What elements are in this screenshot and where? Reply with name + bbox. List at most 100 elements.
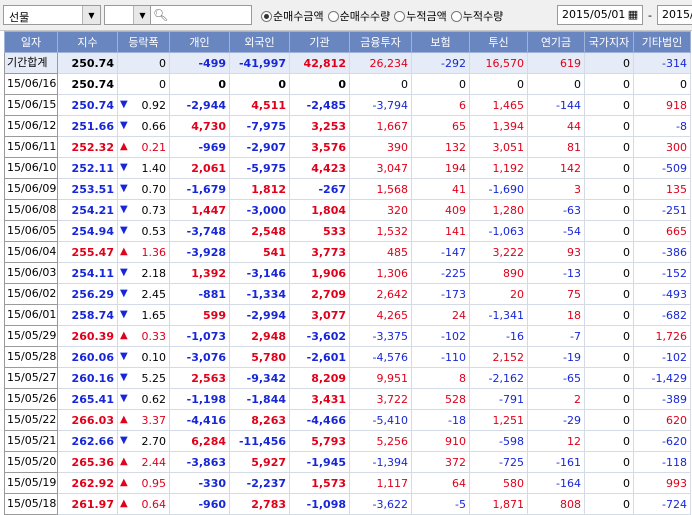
date-from-input[interactable]: 2015/05/01 ▦ xyxy=(557,5,643,25)
table-cell: 4,730 xyxy=(169,115,230,137)
column-header[interactable]: 지수 xyxy=(57,31,118,53)
change-value: 2.70 xyxy=(141,434,167,448)
table-cell: -1,690 xyxy=(469,178,528,200)
table-cell: 0 xyxy=(584,493,634,515)
table-row[interactable]: 15/05/22 266.03 ▲ 3.37 -4,416 8,263 -4,466 -5,4… xyxy=(4,409,691,431)
instrument-select[interactable]: 선물 ▼ xyxy=(3,5,101,25)
table-row[interactable]: 15/06/16 250.74 0 0 0 0 0 0 0 0 0 0 xyxy=(4,73,691,95)
table-cell: 918 xyxy=(633,94,691,116)
date-from-value: 2015/05/01 xyxy=(562,8,626,21)
table-row[interactable]: 15/06/09 253.51 ▼ 0.70 -1,679 1,812 -267 1,568 4… xyxy=(4,178,691,200)
radio-button-icon[interactable] xyxy=(261,10,272,22)
date-cell: 15/06/09 xyxy=(4,178,58,200)
table-row[interactable]: 15/05/18 261.97 ▲ 0.64 -960 2,783 -1,098 -3,622… xyxy=(4,493,691,515)
table-cell: 3,047 xyxy=(349,157,412,179)
radio-option-3[interactable]: 누적수량 xyxy=(450,8,503,24)
table-cell: 0 xyxy=(289,73,350,95)
table-cell: -7,975 xyxy=(229,115,290,137)
change-cell: ▲ 0.21 xyxy=(117,136,170,158)
table-row[interactable]: 15/05/29 260.39 ▲ 0.33 -1,073 2,948 -3,602 -3,3… xyxy=(4,325,691,347)
radio-button-icon[interactable] xyxy=(394,10,406,22)
table-cell: 2,948 xyxy=(229,325,290,347)
table-row[interactable]: 15/06/05 254.94 ▼ 0.53 -3,748 2,548 533 1,532 14… xyxy=(4,220,691,242)
search-input[interactable]: 🔍︎ xyxy=(150,5,252,25)
chevron-down-icon[interactable]: ▼ xyxy=(82,6,100,24)
table-row[interactable]: 15/06/15 250.74 ▼ 0.92 -2,944 4,511 -2,485 -3,7… xyxy=(4,94,691,116)
column-header[interactable]: 연기금 xyxy=(527,31,585,53)
column-header[interactable]: 기타법인 xyxy=(633,31,691,53)
radio-option-1[interactable]: 순매수수량 xyxy=(327,8,390,24)
column-header[interactable]: 외국인 xyxy=(229,31,290,53)
code-select[interactable]: ▼ xyxy=(104,5,152,25)
table-cell: 8 xyxy=(411,367,470,389)
search-icon[interactable]: 🔍︎ xyxy=(153,8,169,22)
table-row[interactable]: 15/05/19 262.92 ▲ 0.95 -330 -2,237 1,573 1,117 6… xyxy=(4,472,691,494)
table-cell: 0 xyxy=(584,220,634,242)
index-cell: 254.21 xyxy=(57,199,118,221)
table-row[interactable]: 15/05/21 262.66 ▼ 2.70 6,284 -11,456 5,793 5,25… xyxy=(4,430,691,452)
table-cell: 0 xyxy=(584,430,634,452)
table-cell: -118 xyxy=(633,451,691,473)
table-cell: 0 xyxy=(584,94,634,116)
change-value: 0.66 xyxy=(141,119,167,133)
table-cell: 0 xyxy=(411,73,470,95)
table-row[interactable]: 15/06/12 251.66 ▼ 0.66 4,730 -7,975 3,253 1,667… xyxy=(4,115,691,137)
table-cell: 0 xyxy=(584,409,634,431)
table-row[interactable]: 15/06/03 254.11 ▼ 2.18 1,392 -3,146 1,906 1,306… xyxy=(4,262,691,284)
table-cell: -1,073 xyxy=(169,325,230,347)
calendar-icon[interactable]: ▦ xyxy=(627,8,639,21)
table-row[interactable]: 15/05/20 265.36 ▲ 2.44 -3,863 5,927 -1,945 -1,3… xyxy=(4,451,691,473)
radio-option-2[interactable]: 누적금액 xyxy=(394,8,447,24)
triangle-down-icon: ▼ xyxy=(120,392,128,404)
radio-button-icon[interactable] xyxy=(327,10,339,22)
total-row[interactable]: 기간합계 250.74 0 -499 -41,997 42,812 26,234 -292 16… xyxy=(4,52,691,74)
table-cell: 0 xyxy=(584,304,634,326)
column-header[interactable]: 보험 xyxy=(411,31,470,53)
index-cell: 252.32 xyxy=(57,136,118,158)
radio-label: 누적금액 xyxy=(406,10,447,23)
table-row[interactable]: 15/05/26 265.41 ▼ 0.62 -1,198 -1,844 3,431 3,72… xyxy=(4,388,691,410)
table-row[interactable]: 15/06/01 258.74 ▼ 1.65 599 -2,994 3,077 4,265 24… xyxy=(4,304,691,326)
table-cell: -29 xyxy=(527,409,585,431)
table-cell: -3,000 xyxy=(229,199,290,221)
change-cell: ▼ 1.40 xyxy=(117,157,170,179)
table-cell: -2,162 xyxy=(469,367,528,389)
table-cell: 3,077 xyxy=(289,304,350,326)
column-header[interactable]: 등락폭 xyxy=(117,31,170,53)
column-header[interactable]: 기관 xyxy=(289,31,350,53)
date-cell: 15/05/22 xyxy=(4,409,58,431)
table-cell: -7 xyxy=(527,325,585,347)
table-row[interactable]: 15/06/04 255.47 ▲ 1.36 -3,928 541 3,773 485 -147… xyxy=(4,241,691,263)
table-cell: 1,251 xyxy=(469,409,528,431)
triangle-down-icon: ▼ xyxy=(120,371,128,383)
table-cell: 142 xyxy=(527,157,585,179)
column-header[interactable]: 국가지자 xyxy=(584,31,634,53)
radio-option-0[interactable]: 순매수금액 xyxy=(261,8,324,24)
table-cell: 5,927 xyxy=(229,451,290,473)
table-cell: -41,997 xyxy=(229,52,290,74)
table-row[interactable]: 15/06/11 252.32 ▲ 0.21 -969 -2,907 3,576 390 132… xyxy=(4,136,691,158)
index-cell: 260.39 xyxy=(57,325,118,347)
table-cell: -724 xyxy=(633,493,691,515)
table-cell: -3,602 xyxy=(289,325,350,347)
table-cell: -682 xyxy=(633,304,691,326)
table-row[interactable]: 15/06/10 252.11 ▼ 1.40 2,061 -5,975 4,423 3,047… xyxy=(4,157,691,179)
chevron-down-icon[interactable]: ▼ xyxy=(133,6,151,24)
table-cell: -18 xyxy=(411,409,470,431)
column-header[interactable]: 금융투자 xyxy=(349,31,412,53)
radio-button-icon[interactable] xyxy=(450,10,462,22)
table-cell: -2,601 xyxy=(289,346,350,368)
table-row[interactable]: 15/06/02 256.29 ▼ 2.45 -881 -1,334 2,709 2,642-… xyxy=(4,283,691,305)
column-header[interactable]: 일자 xyxy=(4,31,58,53)
column-header[interactable]: 개인 xyxy=(169,31,230,53)
table-cell: -19 xyxy=(527,346,585,368)
table-cell: -3,375 xyxy=(349,325,412,347)
table-row[interactable]: 15/05/27 260.16 ▼ 5.25 2,563 -9,342 8,209 9,951… xyxy=(4,367,691,389)
table-row[interactable]: 15/05/28 260.06 ▼ 0.10 -3,076 5,780 -2,601 -4,5… xyxy=(4,346,691,368)
table-cell: -110 xyxy=(411,346,470,368)
table-row[interactable]: 15/06/08 254.21 ▼ 0.73 1,447 -3,000 1,804 320 40… xyxy=(4,199,691,221)
date-to-input[interactable]: 2015/ xyxy=(657,5,692,25)
column-header[interactable]: 투신 xyxy=(469,31,528,53)
table-cell: -725 xyxy=(469,451,528,473)
change-value: 0.21 xyxy=(141,140,167,154)
